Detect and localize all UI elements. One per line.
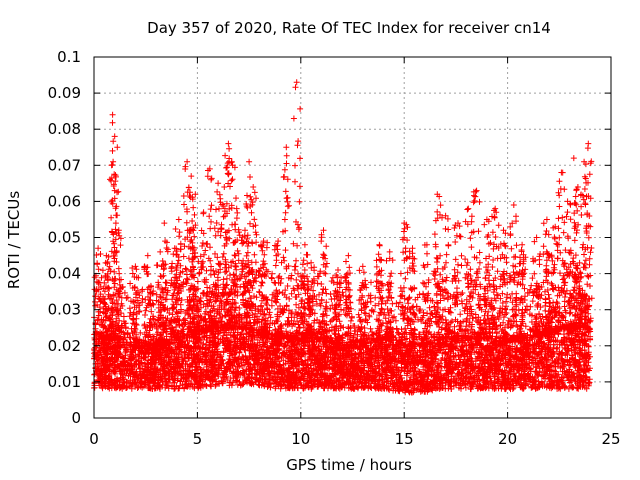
y-tick-label: 0.09 [48,84,81,102]
data-points [91,79,595,396]
y-tick-label: 0.01 [48,373,81,391]
y-axis-tick-labels: 0 0.01 0.02 0.03 0.04 0.05 0.06 0.07 0.08 0.09 0.1 [48,48,81,427]
x-tick-label: 5 [193,430,203,448]
x-axis-title: GPS time / hours [286,456,412,474]
y-tick-label: 0.06 [48,192,81,210]
y-tick-label: 0.05 [48,229,81,247]
axis-ticks [93,56,612,419]
y-tick-label: 0.08 [48,120,81,138]
y-tick-label: 0.04 [48,265,81,283]
y-tick-label: 0 [71,409,81,427]
x-tick-label: 0 [89,430,99,448]
roti-points [91,79,595,396]
chart-title: Day 357 of 2020, Rate Of TEC Index for r… [147,19,551,37]
x-tick-label: 10 [291,430,310,448]
y-axis-title: ROTI / TECUs [5,191,23,289]
x-tick-label: 15 [395,430,414,448]
y-tick-label: 0.02 [48,337,81,355]
x-axis-tick-labels: 0 5 10 15 20 25 [89,430,620,448]
x-tick-label: 25 [601,430,620,448]
y-tick-label: 0.1 [57,48,81,66]
x-tick-label: 20 [498,430,517,448]
y-tick-label: 0.03 [48,301,81,319]
y-tick-label: 0.07 [48,156,81,174]
